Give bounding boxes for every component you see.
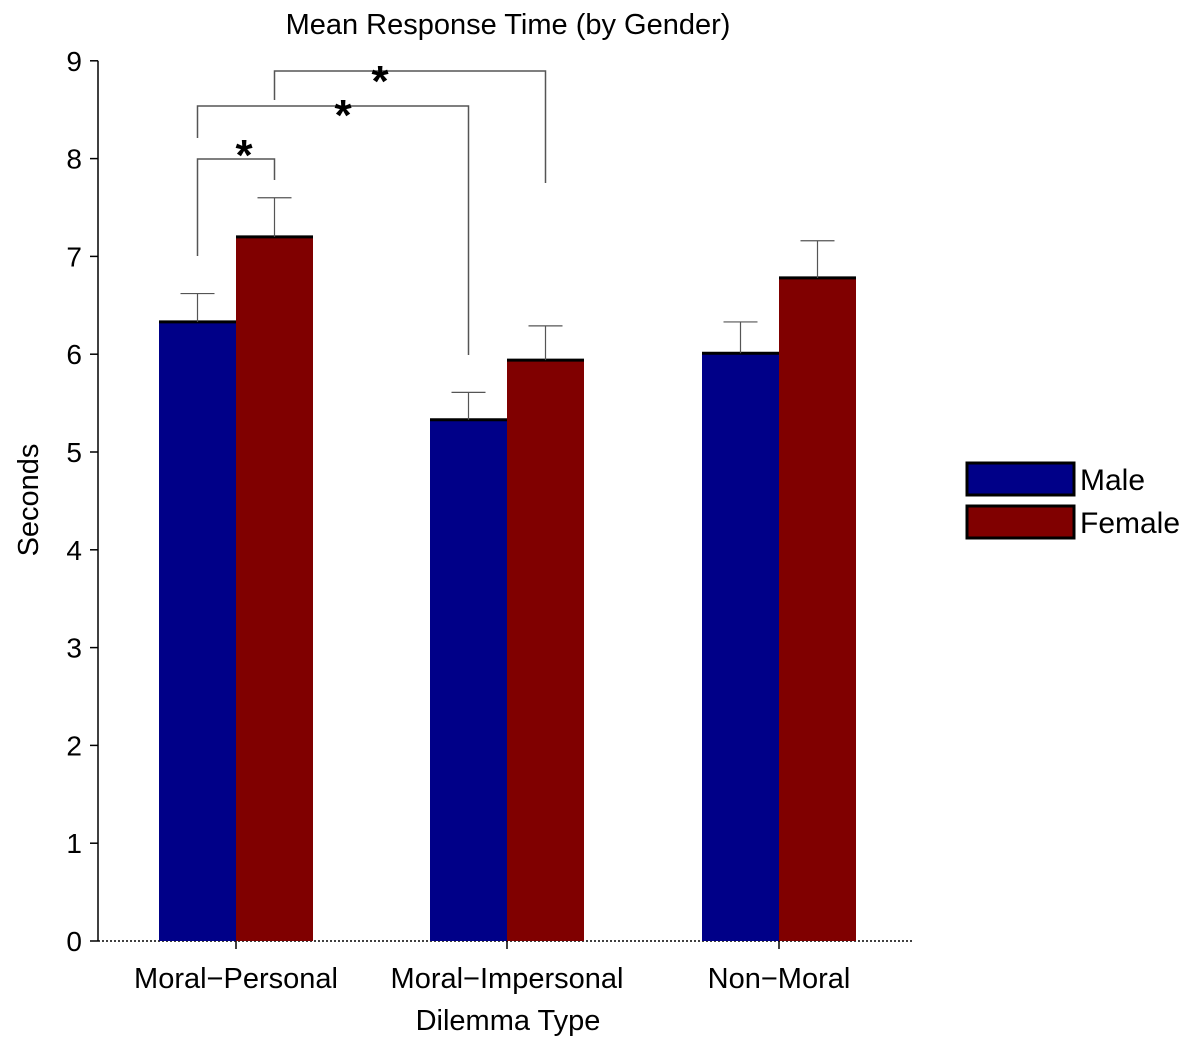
y-tick-label: 8	[66, 144, 82, 175]
y-axis-title: Seconds	[13, 444, 45, 557]
y-tick-label: 4	[66, 535, 82, 566]
y-tick-label: 0	[66, 926, 82, 957]
chart-title: Mean Response Time (by Gender)	[286, 9, 731, 41]
legend-swatch	[965, 461, 1076, 497]
legend: Male Female	[965, 461, 1180, 540]
y-tick-label: 7	[66, 241, 82, 272]
y-tick-label: 5	[66, 437, 82, 468]
bar	[702, 353, 779, 941]
y-tick-label: 3	[66, 633, 82, 664]
significance-star: *	[334, 91, 352, 140]
x-tick-label: Moral−Impersonal	[391, 963, 624, 995]
significance-bracket	[273, 70, 547, 183]
significance-brackets: * * *	[196, 57, 547, 355]
significance-bracket	[196, 158, 276, 256]
x-tick-label: Moral−Personal	[134, 963, 338, 995]
significance-star: *	[235, 131, 253, 180]
x-tick-label: Non−Moral	[708, 963, 851, 995]
bar	[779, 277, 856, 941]
bar	[236, 236, 313, 942]
x-axis-title: Dilemma Type	[416, 1005, 601, 1037]
bar	[159, 321, 236, 941]
significance-bracket	[196, 105, 470, 355]
bar	[507, 360, 584, 941]
legend-swatch	[965, 504, 1076, 540]
y-tick-label: 9	[66, 46, 82, 77]
y-tick-label: 2	[66, 730, 82, 761]
y-tick-label: 1	[66, 828, 82, 859]
significance-star: *	[371, 57, 389, 106]
bar	[430, 419, 507, 941]
y-tick-label: 6	[66, 339, 82, 370]
bars	[159, 235, 856, 942]
legend-label: Female	[1080, 507, 1180, 540]
axes: 0 1 2 3 4 5 6 7 8 9 Moral−Personal Moral−Impersonal…	[66, 46, 913, 995]
error-bars	[180, 197, 835, 420]
legend-label: Male	[1080, 464, 1145, 497]
